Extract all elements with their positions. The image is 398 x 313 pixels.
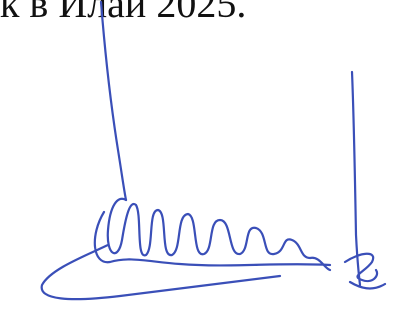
signature-stroke [345, 254, 385, 289]
signature-stroke [42, 245, 280, 299]
signature-stroke [352, 72, 360, 285]
document-fragment: к в Илай 2025. [0, 0, 398, 313]
signature-stroke [95, 212, 330, 265]
signature [0, 0, 398, 313]
signature-stroke [101, 2, 126, 200]
